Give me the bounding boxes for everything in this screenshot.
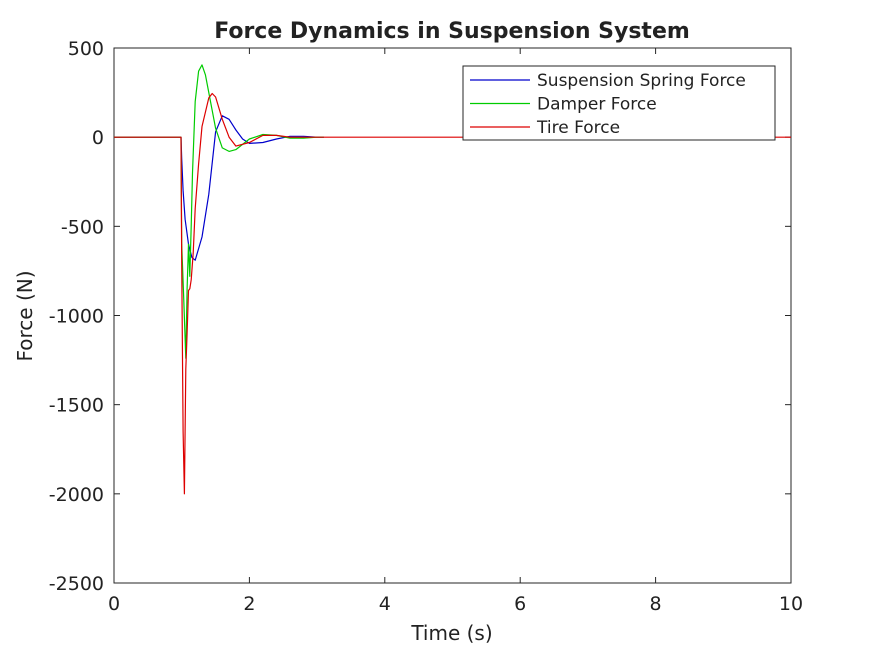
legend-label-tire-force: Tire Force	[536, 118, 620, 138]
y-tick-label: -2000	[49, 484, 104, 506]
y-tick-label: -1000	[49, 306, 104, 328]
legend: Suspension Spring Force Damper Force Tire …	[462, 65, 776, 141]
series-line-suspension-spring-force	[114, 115, 324, 261]
x-axis-label: Time (s)	[410, 621, 492, 645]
series-line-tire-force	[114, 92, 791, 495]
x-tick-label: 2	[243, 593, 255, 615]
x-tick-label: 6	[514, 593, 526, 615]
legend-label-damper-force: Damper Force	[537, 95, 657, 115]
y-tick-label: 500	[68, 38, 104, 60]
x-tick-label: 8	[650, 593, 662, 615]
y-axis-label: Force (N)	[13, 270, 37, 361]
series-layer	[114, 64, 791, 495]
x-tick-label: 4	[379, 593, 391, 615]
x-tick-label: 0	[108, 593, 120, 615]
y-tick-label: -500	[61, 216, 104, 238]
y-tick-label: -1500	[49, 395, 104, 417]
x-tick-label: 10	[779, 593, 803, 615]
y-tick-label: 0	[92, 127, 104, 149]
y-tick-label: -2500	[49, 573, 104, 595]
legend-label-suspension-spring-force: Suspension Spring Force	[537, 71, 746, 91]
chart-title: Force Dynamics in Suspension System	[214, 19, 690, 44]
x-axis-ticks: 0 2 4 6 8 10	[108, 48, 803, 615]
y-axis-ticks: 500 0 -500 -1000 -1500 -2000 -2500	[49, 38, 791, 595]
